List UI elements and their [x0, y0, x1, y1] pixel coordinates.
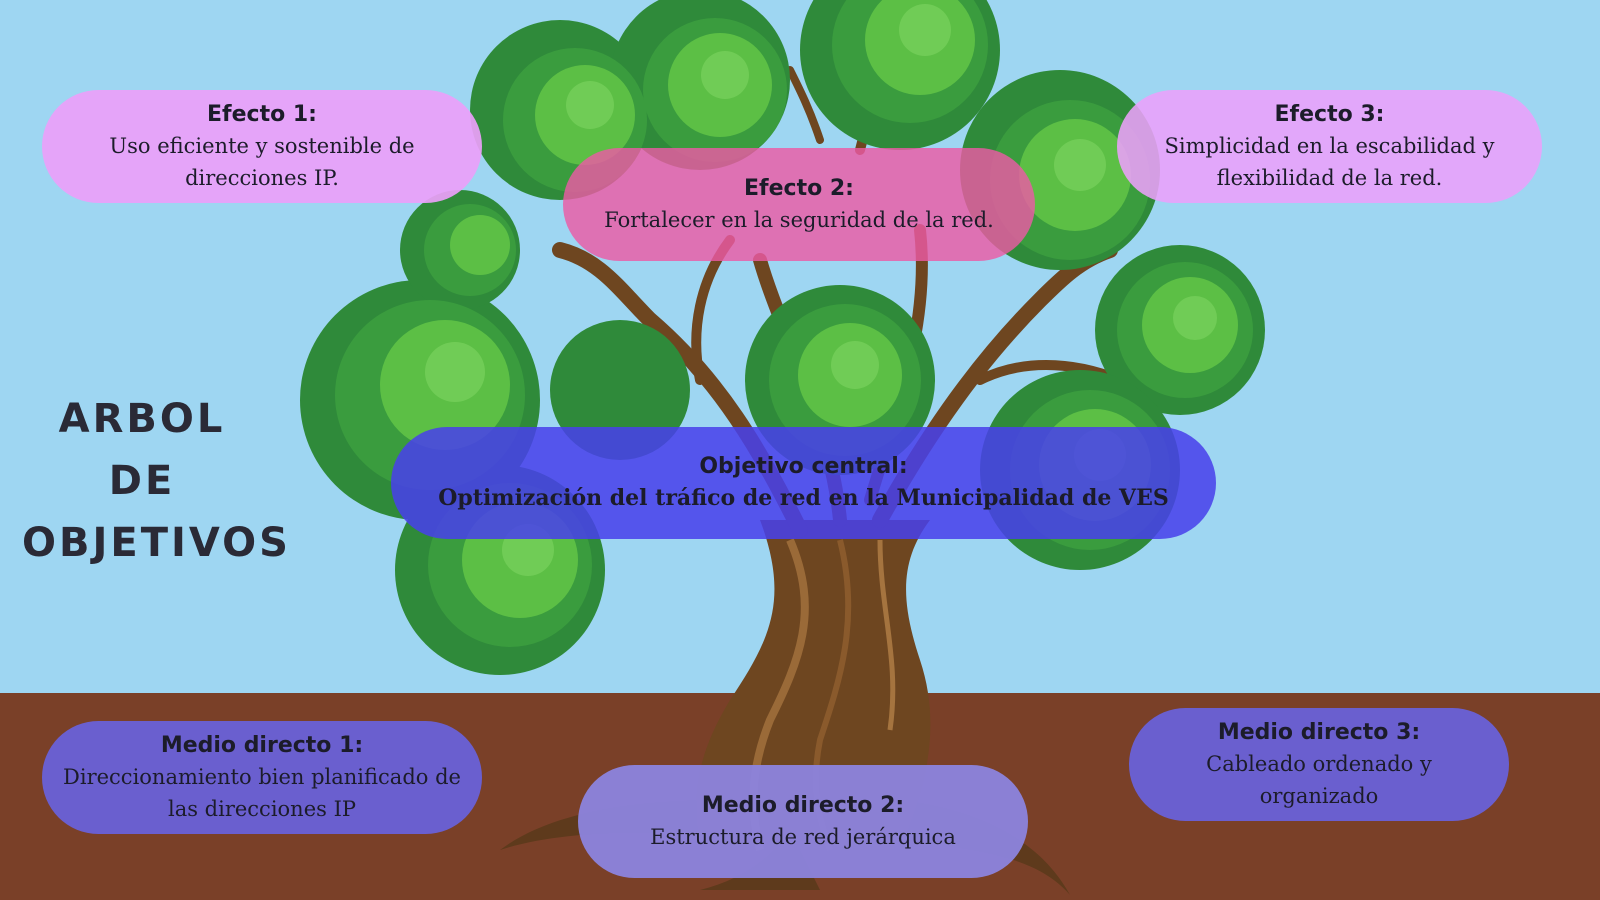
means-3-box: Medio directo 3: Cableado ordenado y org… [1129, 708, 1509, 821]
means-1-box: Medio directo 1: Direccionamiento bien p… [42, 721, 482, 834]
effect-1-box: Efecto 1: Uso eficiente y sostenible de … [42, 90, 482, 203]
effect-2-box: Efecto 2: Fortalecer en la seguridad de … [563, 148, 1035, 261]
central-objective-heading: Objetivo central: [699, 454, 908, 479]
means-3-heading: Medio directo 3: [1217, 719, 1421, 745]
title-line-2: OBJETIVOS [22, 520, 291, 566]
effect-2-text: Fortalecer en la seguridad de la red. [604, 207, 994, 232]
effect-2-heading: Efecto 2: [744, 175, 854, 201]
means-2-box: Medio directo 2: Estructura de red jerár… [578, 765, 1028, 878]
means-2-heading: Medio directo 2: [701, 792, 905, 818]
effect-1-heading: Efecto 1: [207, 101, 317, 127]
means-3-text: Cableado ordenado y organizado [1206, 751, 1432, 808]
central-objective-box: Objetivo central: Optimización del tráfi… [391, 427, 1216, 539]
means-1-heading: Medio directo 1: [160, 732, 364, 758]
central-objective-text: Optimización del tráfico de red en la Mu… [438, 485, 1169, 511]
means-2-text: Estructura de red jerárquica [650, 824, 956, 849]
means-1-text: Direccionamiento bien planificado de las… [63, 764, 461, 821]
effect-3-box: Efecto 3: Simplicidad en la escabilidad … [1117, 90, 1542, 203]
diagram-title: ARBOL DE OBJETIVOS [22, 388, 291, 574]
effect-3-text: Simplicidad en la escabilidad y flexibil… [1164, 133, 1495, 190]
effect-3-heading: Efecto 3: [1274, 101, 1385, 127]
title-line-1: ARBOL DE [58, 396, 226, 504]
effect-1-text: Uso eficiente y sostenible de direccione… [109, 133, 415, 190]
